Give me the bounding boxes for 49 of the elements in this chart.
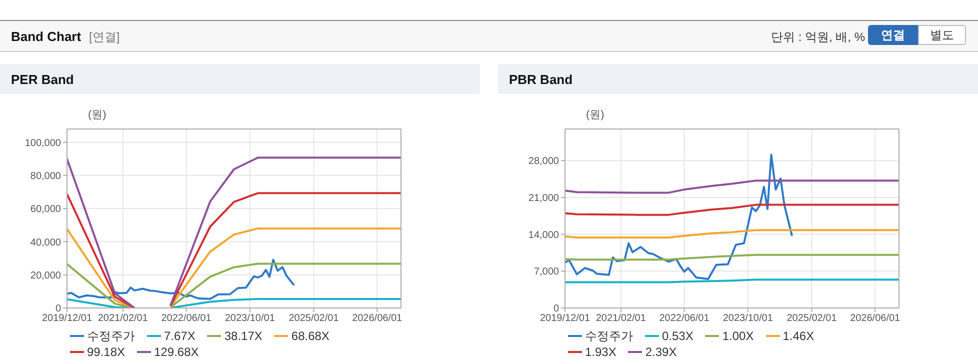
legend-label: 99.18X	[86, 344, 126, 360]
y-tick-label: 7,000	[534, 266, 560, 278]
legend-label: 68.68X	[290, 328, 330, 344]
legend-label: 0.53X	[661, 328, 694, 344]
line-series	[565, 154, 794, 280]
legend-label: 38.17X	[223, 328, 262, 344]
text: 연결	[868, 25, 918, 45]
x-tick-label: 2019/12/01	[42, 313, 92, 324]
text: 별도	[918, 25, 966, 45]
text: [연결]	[89, 29, 120, 46]
legend-label: 1.46X	[782, 328, 814, 344]
chart-title: PER Band	[11, 72, 74, 87]
x-tick-label: 2023/10/01	[722, 313, 774, 324]
x-tick-label: 2022/06/01	[161, 313, 212, 324]
x-tick-label: 2019/12/01	[540, 313, 590, 324]
legend-label: 수정주가	[584, 328, 633, 344]
x-tick-label: 2025/02/01	[288, 313, 340, 324]
legend-label: 1.00X	[721, 328, 754, 344]
y-tick-label: 0	[553, 304, 560, 315]
line-series	[565, 204, 899, 216]
line-series	[565, 229, 899, 238]
x-tick-label: 2021/02/01	[596, 313, 646, 324]
y-tick-label: 0	[55, 304, 62, 315]
y-tick-label: 40,000	[30, 237, 62, 248]
x-tick-label: 2022/06/01	[659, 313, 710, 324]
x-tick-label: 2023/10/01	[224, 313, 276, 324]
x-tick-label: 2026/06/01	[850, 313, 901, 324]
y-tick-label: 20,000	[30, 270, 62, 282]
y-tick-label: 60,000	[30, 204, 62, 216]
text: Band Chart	[11, 29, 82, 44]
legend-label: 1.93X	[584, 344, 616, 360]
x-tick-label: 2026/06/01	[352, 313, 403, 324]
y-axis-title: (원)	[88, 108, 106, 122]
line-series	[67, 258, 296, 300]
y-axis-title: (원)	[586, 108, 604, 122]
line-series	[565, 180, 899, 194]
x-tick-label: 2021/02/01	[98, 313, 148, 324]
chart-title: PBR Band	[509, 72, 573, 87]
y-tick-label: 21,000	[528, 192, 560, 204]
y-tick-label: 28,000	[528, 156, 560, 168]
legend-label: 129.68X	[153, 344, 199, 360]
text: 단위 : 억원, 배, %	[770, 29, 865, 46]
legend-label: 7.67X	[163, 328, 196, 344]
y-tick-label: 100,000	[24, 138, 62, 149]
x-tick-label: 2025/02/01	[786, 313, 838, 324]
y-tick-label: 80,000	[30, 170, 62, 182]
legend-label: 수정주가	[86, 328, 135, 344]
legend-label: 2.39X	[644, 344, 677, 360]
y-tick-label: 14,000	[528, 230, 560, 241]
